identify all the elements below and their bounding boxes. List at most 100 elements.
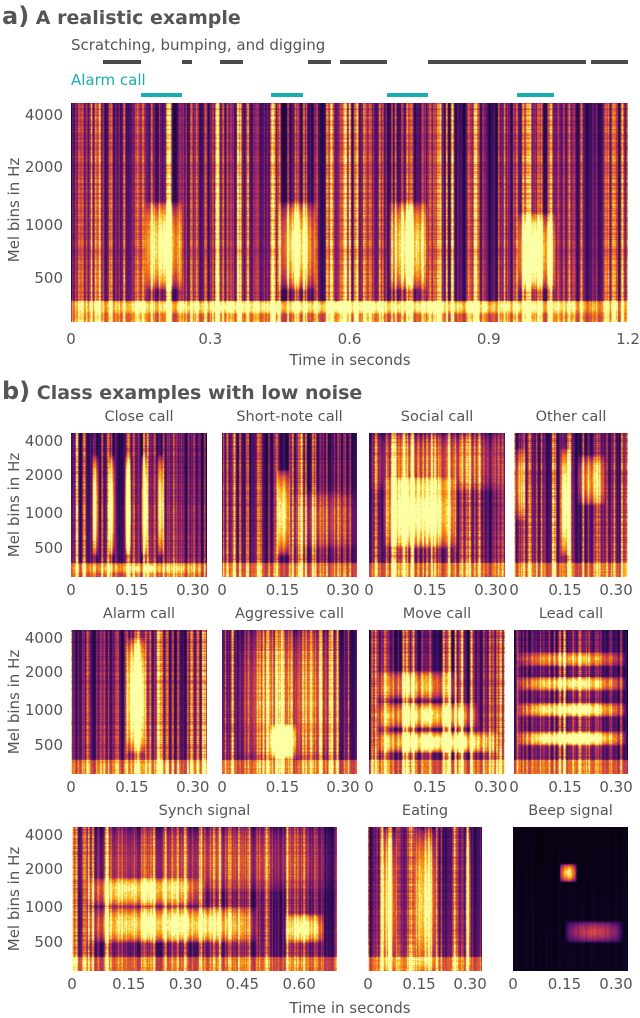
panel-label-a: a): [2, 2, 30, 30]
spectrogram-alarm-call-title: Alarm call: [102, 606, 176, 622]
spectrogram-move-call-xtick-1: 0.15: [413, 778, 447, 796]
spectrogram-social-call-xtick-0: 0: [364, 581, 374, 599]
alarm-interval-2: [386, 93, 429, 97]
spectrogram-lead-call: [514, 630, 628, 774]
spectrogram-synch-signal-ytick-0: 4000: [24, 825, 63, 844]
ylabel-a: Mel bins in Hz: [5, 157, 23, 263]
spectrogram-close-call-ytick-2: 1000: [24, 504, 63, 523]
spectrogram-eating: [368, 827, 482, 971]
alarm-interval-1: [270, 93, 304, 97]
spectrogram-aggressive-call: [222, 630, 357, 774]
spectrogram-close-call-ytick-1: 2000: [24, 466, 63, 485]
spectrogram-close-call-ylabel: Mel bins in Hz: [5, 452, 23, 558]
spectrogram-alarm-call-ytick-3: 500: [34, 736, 63, 755]
spectrogram-synch-signal-ytick-1: 2000: [24, 860, 63, 879]
alarm-interval-0: [140, 93, 183, 97]
spectrogram-synch-signal-title: Synch signal: [158, 803, 251, 819]
spectrogram-other-call-title: Other call: [535, 409, 607, 425]
spectrogram-move-call-title: Move call: [402, 606, 472, 622]
spectrogram-beep-signal-title: Beep signal: [528, 803, 613, 819]
spectrogram-other-call: [514, 433, 628, 577]
spectrogram-alarm-call-ytick-2: 1000: [24, 701, 63, 720]
scratching-interval-1: [182, 60, 192, 64]
scratching-interval-2: [219, 60, 243, 64]
spectrogram-lead-call-xtick-1: 0.15: [548, 778, 582, 796]
title-b: Class examples with low noise: [36, 382, 363, 404]
spectrogram-synch-signal-xtick-2: 0.30: [168, 975, 203, 993]
section-b-title: b) Class examples with low noise: [2, 377, 362, 405]
spectrogram-eating-xtick-2: 0.30: [453, 975, 487, 993]
spectrogram-other-call-xtick-2: 0.30: [599, 581, 633, 599]
spectrogram-short-note-call-xtick-1: 0.15: [265, 581, 300, 599]
xlabel-a: Time in seconds: [289, 351, 411, 369]
spectrogram-alarm-call-xtick-2: 0.30: [176, 778, 210, 796]
spectrogram-aggressive-call-title: Aggressive call: [234, 606, 345, 622]
title-a: A realistic example: [35, 7, 241, 29]
ytick-a-3: 500: [34, 268, 63, 287]
spectrogram-a: [71, 103, 628, 322]
xtick-a-4: 1.2: [616, 330, 640, 348]
spectrogram-alarm-call: [71, 630, 207, 774]
spectrogram-social-call: [369, 433, 505, 577]
spectrogram-social-call-title: Social call: [400, 409, 474, 425]
spectrogram-eating-xtick-1: 0.15: [402, 975, 436, 993]
spectrogram-close-call-xtick-2: 0.30: [176, 581, 210, 599]
panel-label-b: b): [2, 377, 31, 405]
spectrogram-aggressive-call-xtick-0: 0: [217, 778, 227, 796]
spectrogram-synch-signal: [72, 827, 337, 971]
spectrogram-aggressive-call-xtick-2: 0.30: [326, 778, 360, 796]
spectrogram-beep-signal-xtick-1: 0.15: [547, 975, 582, 993]
spectrogram-move-call-xtick-2: 0.30: [474, 778, 508, 796]
scratching-interval-3: [307, 60, 331, 64]
annotation-label-scratching: Scratching, bumping, and digging: [71, 36, 326, 54]
spectrogram-lead-call-xtick-0: 0: [509, 778, 519, 796]
xtick-a-0: 0: [66, 330, 76, 348]
spectrogram-short-note-call-title: Short-note call: [236, 409, 343, 425]
spectrogram-alarm-call-xtick-1: 0.15: [115, 778, 149, 796]
spectrogram-social-call-xtick-1: 0.15: [413, 581, 447, 599]
spectrogram-alarm-call-xtick-0: 0: [66, 778, 76, 796]
section-a-title: a) A realistic example: [2, 2, 241, 30]
spectrogram-eating-xtick-0: 0: [363, 975, 373, 993]
ytick-a-0: 4000: [24, 106, 63, 125]
spectrogram-eating-title: Eating: [401, 803, 449, 819]
spectrogram-synch-signal-xtick-1: 0.15: [112, 975, 146, 993]
spectrogram-other-call-xtick-0: 0: [509, 581, 519, 599]
spectrogram-close-call-ytick-3: 500: [34, 539, 63, 558]
spectrogram-synch-signal-xtick-0: 0: [67, 975, 77, 993]
spectrogram-alarm-call-ytick-1: 2000: [24, 663, 63, 682]
scratching-interval-4: [340, 60, 387, 64]
alarm-interval-3: [516, 93, 554, 97]
spectrogram-synch-signal-xtick-4: 0.60: [282, 975, 316, 993]
spectrogram-close-call-xtick-1: 0.15: [115, 581, 149, 599]
scratching-interval-5: [428, 60, 587, 64]
ytick-a-1: 2000: [24, 157, 63, 176]
spectrogram-beep-signal: [513, 827, 628, 971]
spectrogram-aggressive-call-xtick-1: 0.15: [265, 778, 300, 796]
spectrogram-move-call: [369, 630, 505, 774]
spectrogram-close-call-title: Close call: [104, 409, 174, 425]
xlabel-b: Time in seconds: [289, 999, 411, 1017]
spectrogram-beep-signal-xtick-2: 0.30: [599, 975, 633, 993]
spectrogram-other-call-xtick-1: 0.15: [548, 581, 582, 599]
ytick-a-2: 1000: [24, 215, 63, 234]
spectrogram-synch-signal-ytick-3: 500: [34, 933, 63, 952]
spectrogram-close-call: [71, 433, 207, 577]
scratching-interval-6: [590, 60, 628, 64]
spectrogram-short-note-call: [222, 433, 357, 577]
spectrogram-close-call-xtick-0: 0: [66, 581, 76, 599]
xtick-a-2: 0.6: [337, 330, 362, 348]
spectrogram-alarm-call-ytick-0: 4000: [24, 628, 63, 647]
xtick-a-1: 0.3: [198, 330, 223, 348]
spectrogram-beep-signal-xtick-0: 0: [508, 975, 518, 993]
spectrogram-move-call-xtick-0: 0: [364, 778, 374, 796]
spectrogram-lead-call-xtick-2: 0.30: [599, 778, 633, 796]
spectrogram-synch-signal-xtick-3: 0.45: [225, 975, 260, 993]
xtick-a-3: 0.9: [476, 330, 501, 348]
spectrogram-social-call-xtick-2: 0.30: [474, 581, 508, 599]
annotation-label-alarm: Alarm call: [71, 71, 146, 89]
spectrogram-synch-signal-ylabel: Mel bins in Hz: [5, 846, 23, 952]
spectrogram-synch-signal-ytick-2: 1000: [24, 898, 63, 917]
spectrogram-short-note-call-xtick-0: 0: [217, 581, 227, 599]
